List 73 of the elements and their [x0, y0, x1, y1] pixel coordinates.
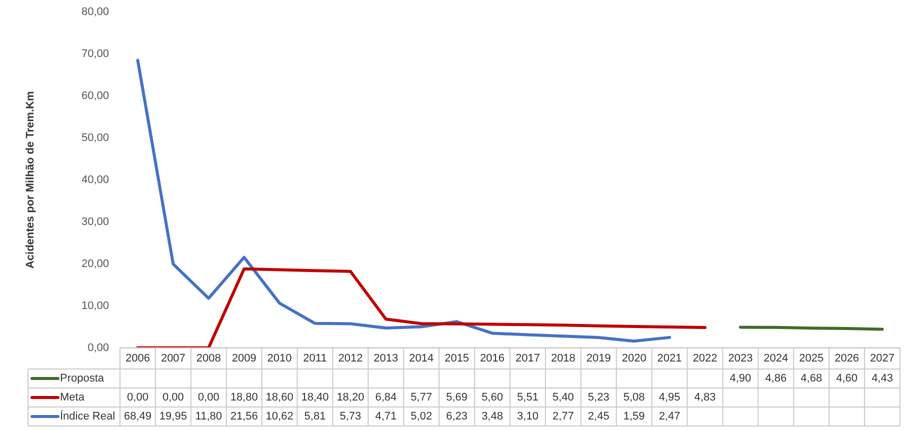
data-label: 4,68	[800, 372, 822, 385]
y-tick-label: 50,00	[81, 132, 109, 144]
data-label: 5,77	[410, 392, 432, 404]
x-tick-label: 2021	[657, 352, 682, 364]
y-tick-label: 40,00	[81, 174, 109, 186]
legend-label: Meta	[60, 392, 86, 404]
x-tick-label: 2012	[338, 352, 363, 364]
y-tick-label: 80,00	[81, 6, 109, 18]
data-label: 4,90	[730, 372, 752, 385]
data-label: 3,10	[517, 410, 538, 423]
data-label: 5,40	[552, 392, 574, 404]
y-tick-label: 60,00	[81, 90, 109, 102]
x-tick-label: 2006	[125, 352, 150, 364]
x-tick-label: 2025	[799, 352, 824, 364]
data-label: 5,23	[588, 392, 610, 404]
data-label: 4,71	[375, 410, 397, 423]
x-tick-label: 2019	[586, 352, 611, 364]
y-tick-label: 70,00	[81, 48, 109, 60]
data-label: 21,56	[230, 410, 258, 423]
data-label: 4,43	[872, 372, 893, 385]
data-label: 0,00	[198, 392, 220, 404]
data-label: 0,00	[162, 392, 184, 404]
data-label: 4,86	[765, 372, 787, 385]
data-label: 6,84	[375, 392, 397, 404]
x-tick-label: 2022	[692, 352, 718, 364]
y-tick-label: 0,00	[88, 342, 109, 354]
legend-label: Índice Real	[60, 410, 116, 423]
data-label: 19,95	[159, 410, 187, 423]
data-label: 18,60	[266, 392, 294, 404]
data-label: 0,00	[127, 392, 148, 404]
x-tick-label: 2010	[267, 352, 292, 364]
data-label: 3,48	[482, 410, 503, 423]
data-label: 5,73	[340, 410, 362, 423]
x-tick-label: 2015	[444, 352, 470, 364]
data-label: 18,40	[301, 392, 329, 404]
legend-label: Proposta	[60, 372, 105, 385]
data-label: 5,60	[482, 392, 503, 404]
x-tick-label: 2007	[160, 352, 186, 364]
data-label: 5,08	[623, 392, 645, 404]
y-axis-title: Acidentes por Milhão de Trem.Km	[24, 91, 37, 269]
data-label: 5,81	[304, 410, 326, 423]
data-label: 68,49	[124, 410, 152, 423]
data-label: 6,23	[446, 410, 468, 423]
data-label: 1,59	[623, 410, 645, 423]
x-tick-label: 2016	[480, 352, 505, 364]
x-tick-label: 2014	[409, 352, 434, 364]
data-label: 2,47	[658, 410, 680, 423]
data-label: 2,45	[588, 410, 610, 423]
x-tick-label: 2008	[196, 352, 221, 364]
data-label: 11,80	[195, 410, 222, 423]
x-tick-label: 2024	[764, 352, 788, 364]
x-tick-label: 2017	[515, 352, 540, 364]
data-label: 5,69	[446, 392, 468, 404]
x-tick-label: 2018	[550, 352, 576, 364]
x-tick-label: 2011	[303, 352, 327, 364]
y-tick-label: 30,00	[81, 216, 109, 228]
x-tick-label: 2026	[834, 352, 860, 364]
data-label: 18,80	[230, 392, 258, 404]
x-tick-label: 2020	[622, 352, 646, 364]
x-tick-label: 2009	[232, 352, 256, 364]
data-label: 5,51	[517, 392, 538, 404]
data-label: 4,83	[694, 392, 716, 404]
x-tick-label: 2023	[728, 352, 753, 364]
x-tick-label: 2027	[870, 352, 895, 364]
data-label: 2,77	[552, 410, 574, 423]
data-label: 4,60	[836, 372, 858, 385]
y-tick-label: 10,00	[81, 300, 109, 312]
y-tick-label: 20,00	[81, 258, 109, 270]
data-label: 4,95	[658, 392, 680, 404]
data-label: 10,62	[266, 410, 294, 423]
x-tick-label: 2013	[374, 352, 398, 364]
data-label: 5,02	[410, 410, 432, 423]
data-label: 18,20	[336, 392, 364, 404]
